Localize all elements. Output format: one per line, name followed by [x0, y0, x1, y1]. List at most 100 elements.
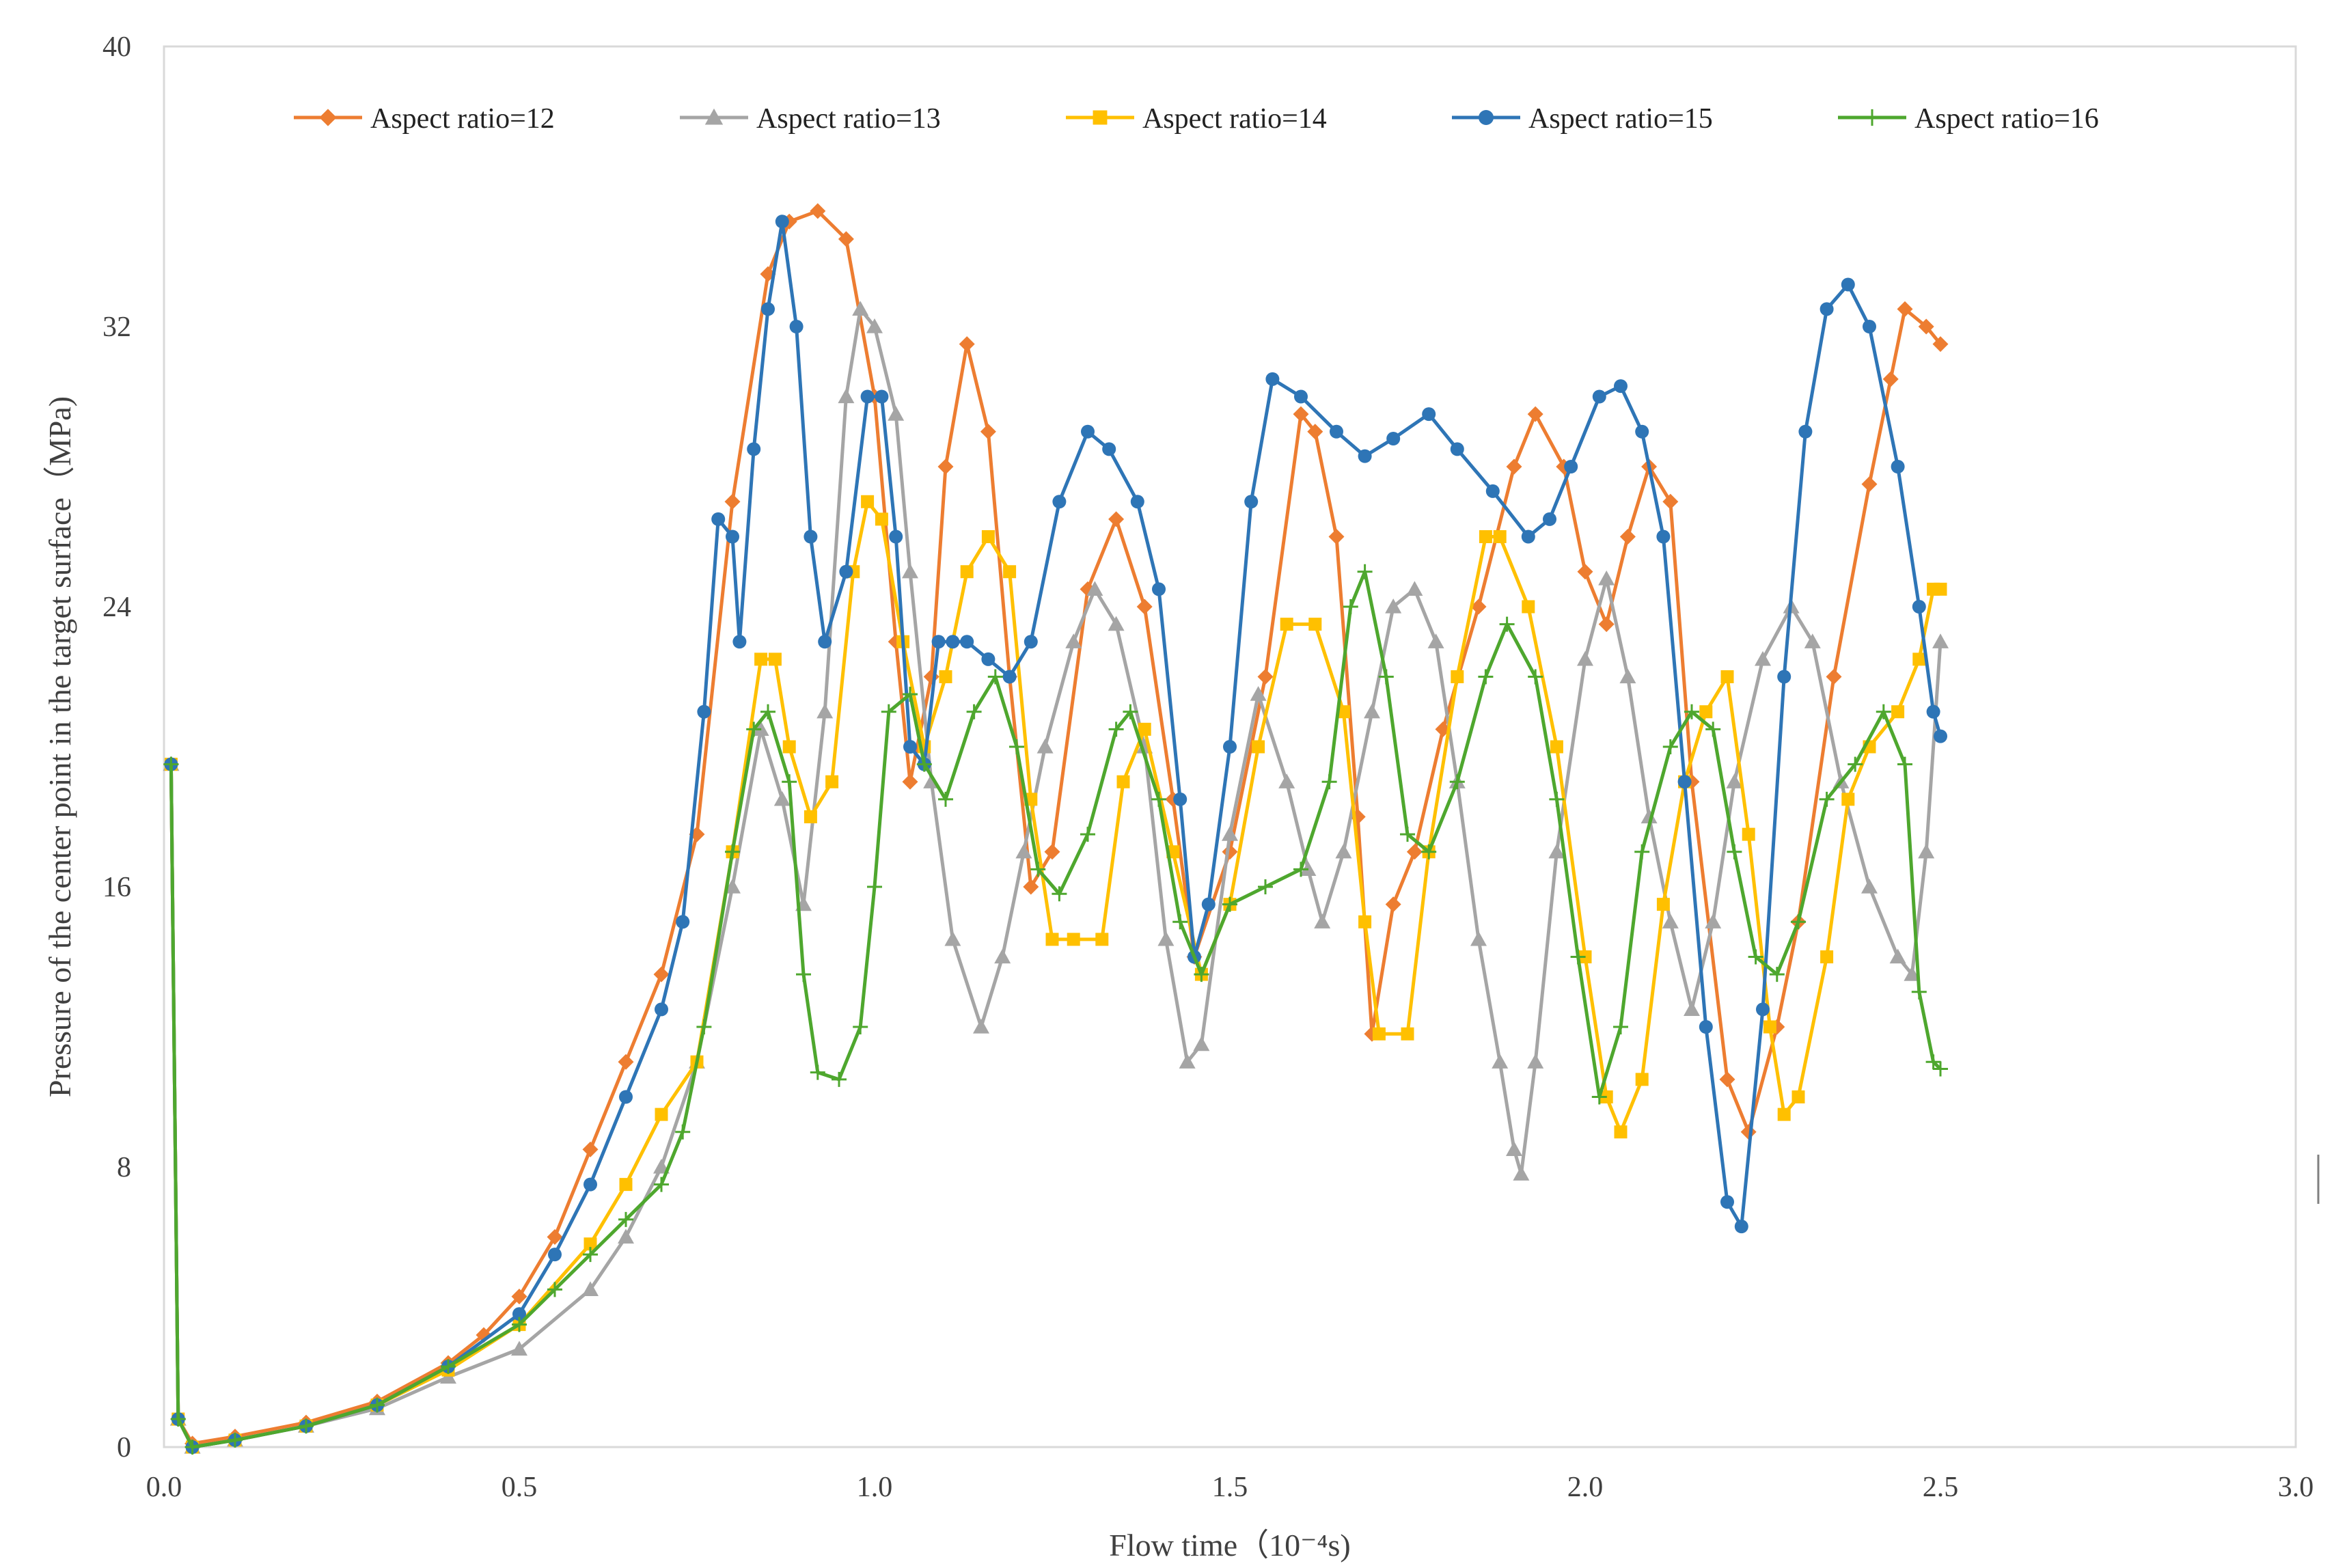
- legend-label: Aspect ratio=15: [1528, 103, 1713, 135]
- data-point: [1222, 826, 1238, 841]
- data-point: [618, 1211, 633, 1227]
- data-point: [1278, 773, 1295, 788]
- data-point: [582, 1141, 599, 1157]
- data-point: [1592, 389, 1606, 404]
- data-point: [1052, 495, 1067, 509]
- data-point: [1102, 442, 1116, 456]
- data-point: [618, 1228, 634, 1244]
- data-point: [1421, 844, 1437, 859]
- data-point: [931, 635, 946, 649]
- data-point: [711, 512, 726, 526]
- data-point: [511, 1340, 527, 1356]
- data-point: [938, 791, 953, 807]
- data-point: [832, 1071, 847, 1087]
- data-point: [1308, 618, 1322, 631]
- x-tick-label: 1.5: [1212, 1472, 1248, 1503]
- data-point: [773, 790, 791, 806]
- data-point: [782, 740, 796, 754]
- data-point: [1804, 633, 1821, 648]
- data-point: [1891, 460, 1905, 473]
- data-point: [1138, 722, 1151, 736]
- data-point: [1769, 967, 1785, 982]
- data-point: [937, 458, 954, 475]
- data-point: [1734, 1220, 1748, 1234]
- data-point: [1614, 379, 1628, 394]
- data-point: [1640, 808, 1658, 824]
- data-point: [980, 424, 996, 440]
- y-axis-title: Pressure of the center point in the targ…: [42, 396, 77, 1097]
- data-point: [1030, 862, 1046, 877]
- data-point: [1314, 913, 1331, 929]
- x-tick-label: 3.0: [2278, 1472, 2314, 1503]
- data-point: [1492, 1054, 1509, 1069]
- data-point: [1470, 599, 1487, 615]
- data-point: [1727, 844, 1742, 859]
- data-point: [1777, 670, 1791, 684]
- y-tick-label: 0: [117, 1432, 131, 1463]
- data-point: [1912, 652, 1926, 666]
- data-point: [903, 740, 917, 754]
- data-point: [1918, 843, 1935, 859]
- data-point: [618, 1054, 634, 1070]
- data-point: [960, 635, 974, 649]
- data-point: [1321, 774, 1337, 790]
- data-point: [1848, 756, 1863, 772]
- legend: Aspect ratio=12 Aspect ratio=13 Aspect rat…: [294, 103, 2099, 135]
- data-point: [1550, 740, 1563, 754]
- data-point: [1293, 406, 1309, 422]
- x-tick-label: 0.5: [502, 1472, 538, 1503]
- data-point: [1904, 966, 1921, 981]
- legend-label: Aspect ratio=12: [370, 103, 555, 135]
- data-point: [441, 1359, 456, 1375]
- data-point: [1451, 670, 1464, 683]
- data-point: [1925, 1054, 1941, 1070]
- data-point: [939, 670, 952, 683]
- data-point: [299, 1418, 314, 1434]
- data-point: [810, 203, 826, 219]
- data-point: [547, 1282, 562, 1297]
- data-point: [1656, 898, 1670, 911]
- data-point: [1522, 600, 1535, 614]
- data-point: [875, 389, 889, 404]
- data-point: [768, 652, 782, 666]
- legend-label: Aspect ratio=14: [1142, 103, 1327, 135]
- data-point: [1400, 827, 1415, 842]
- data-point: [981, 530, 995, 543]
- data-point: [1819, 791, 1835, 807]
- data-point: [804, 810, 817, 823]
- data-point: [944, 931, 961, 946]
- data-point: [1619, 668, 1636, 684]
- data-point: [512, 1317, 527, 1332]
- y-tick-label: 40: [102, 31, 131, 63]
- data-point: [1364, 703, 1380, 719]
- data-point: [583, 1247, 598, 1263]
- data-point: [1820, 302, 1834, 316]
- data-point: [725, 844, 740, 859]
- data-point: [839, 564, 853, 579]
- data-point: [825, 775, 839, 788]
- data-point: [1591, 1089, 1607, 1105]
- x-tick-label: 2.5: [1923, 1472, 1959, 1503]
- data-point: [1108, 616, 1125, 631]
- data-point: [228, 1432, 243, 1448]
- data-point: [1116, 775, 1130, 788]
- data-point: [994, 948, 1011, 964]
- data-point: [1023, 879, 1039, 895]
- data-point: [184, 1440, 200, 1455]
- data-point: [732, 635, 747, 649]
- data-point: [1294, 389, 1308, 404]
- data-point: [1791, 1090, 1805, 1103]
- data-point: [860, 389, 875, 404]
- data-point: [655, 1002, 668, 1017]
- data-point: [548, 1248, 562, 1262]
- data-point: [1619, 529, 1636, 545]
- data-point: [761, 302, 775, 316]
- data-point: [1726, 773, 1743, 788]
- data-point: [1934, 729, 1947, 743]
- data-point: [1108, 511, 1125, 527]
- data-point: [1086, 581, 1103, 596]
- y-tick-label: 32: [102, 312, 131, 343]
- data-point: [1527, 406, 1543, 422]
- data-point: [1934, 582, 1947, 596]
- data-point: [1527, 1054, 1544, 1069]
